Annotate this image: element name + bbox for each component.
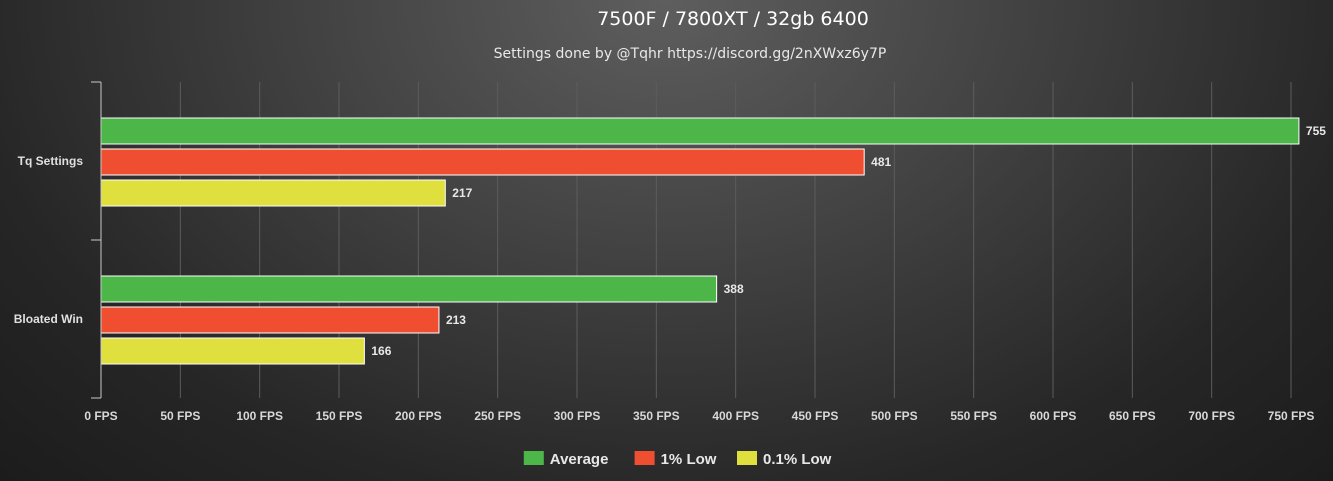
chart-subtitle: Settings done by @Tqhr https://discord.g…: [494, 46, 887, 62]
bar[interactable]: [100, 306, 440, 334]
x-tick-label: 750 FPS: [1268, 409, 1315, 423]
data-label: 213: [446, 313, 466, 327]
legend-swatch[interactable]: [737, 451, 757, 465]
data-label: 755: [1306, 124, 1326, 138]
x-tick-label: 50 FPS: [160, 409, 200, 423]
legend-swatch[interactable]: [523, 451, 544, 465]
category-label: Tq Settings: [18, 154, 84, 168]
bar[interactable]: [100, 275, 718, 303]
data-label: 481: [871, 155, 891, 169]
data-label: 217: [452, 186, 472, 200]
axes-group: 0 FPS 50 FPS 100 FPS 150 FPS 200 FPS 250 FPS 3…: [14, 81, 1315, 423]
legend-swatch[interactable]: [634, 451, 655, 465]
bar[interactable]: [100, 148, 865, 176]
bar[interactable]: [100, 337, 365, 365]
legend-label[interactable]: 0.1% Low: [763, 451, 832, 468]
x-tick-label: 0 FPS: [84, 409, 117, 423]
x-tick-label: 200 FPS: [395, 409, 442, 423]
chart-title: 7500F / 7800XT / 32gb 6400: [597, 8, 869, 30]
data-label: 388: [724, 282, 744, 296]
bars-group: 755 481 217 388 213 166: [100, 117, 1326, 365]
x-tick-label: 700 FPS: [1188, 409, 1235, 423]
legend-label[interactable]: Average: [550, 451, 609, 468]
category-label: Bloated Win: [14, 312, 83, 326]
data-label: 166: [371, 344, 391, 358]
x-tick-label: 150 FPS: [316, 409, 363, 423]
bar[interactable]: [100, 117, 1300, 145]
x-tick-label: 500 FPS: [871, 409, 918, 423]
x-tick-label: 100 FPS: [236, 409, 283, 423]
x-tick-label: 250 FPS: [474, 409, 521, 423]
x-tick-label: 300 FPS: [554, 409, 601, 423]
x-tick-label: 450 FPS: [792, 409, 839, 423]
x-tick-label: 350 FPS: [633, 409, 680, 423]
bar[interactable]: [100, 179, 446, 207]
x-tick-label: 400 FPS: [712, 409, 759, 423]
legend-label[interactable]: 1% Low: [661, 451, 717, 468]
x-tick-label: 550 FPS: [950, 409, 997, 423]
x-tick-label: 650 FPS: [1109, 409, 1156, 423]
legend[interactable]: Average 1% Low 0.1% Low: [523, 451, 832, 468]
x-tick-label: 600 FPS: [1030, 409, 1077, 423]
